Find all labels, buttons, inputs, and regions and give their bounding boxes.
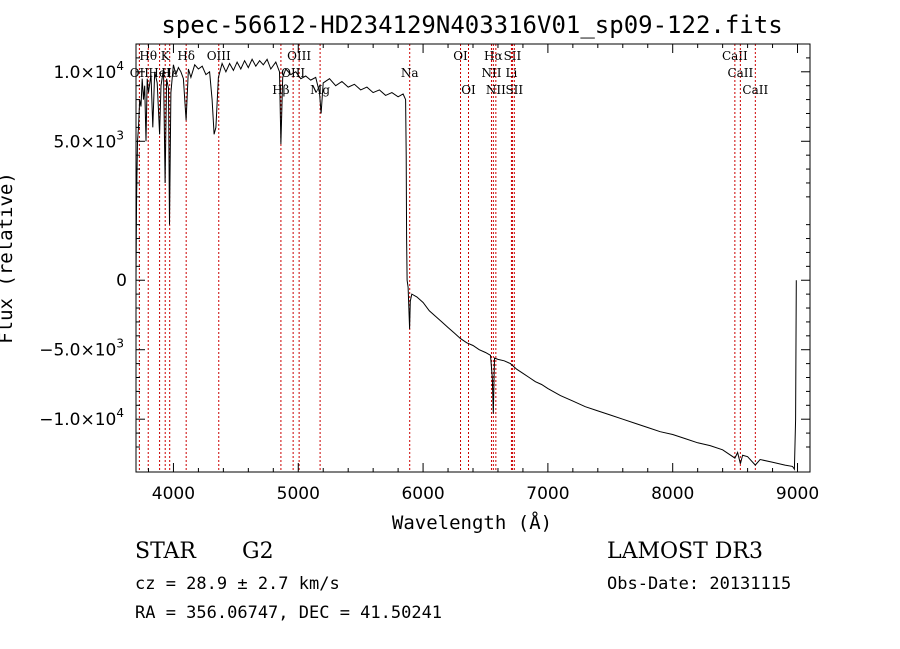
y-tick-label-0: −1.0×104 (39, 406, 124, 430)
y-tick-label-5: 1.5×104 (53, 0, 124, 5)
line-label-15: SII (504, 49, 522, 63)
y-tick-mantissa-1: −5.0×10 (39, 341, 116, 361)
y-tick-exponent-4: 4 (116, 59, 124, 73)
y-tick-mantissa-2: 0 (116, 271, 127, 291)
series-line-0 (135, 58, 797, 471)
chart-title: spec-56612-HD234129N403316V01_sp09-122.f… (161, 11, 782, 39)
x-tick-label-4: 8000 (651, 484, 694, 504)
subclass-label: G2 (242, 539, 274, 564)
line-label-19: SII (505, 83, 523, 97)
line-label-18: NII (486, 83, 506, 97)
x-tick-label-2: 6000 (401, 484, 444, 504)
y-tick-mantissa-4: 1.0×10 (53, 63, 116, 83)
x-axis-label: Wavelength (Å) (392, 511, 552, 534)
line-label-7: OIII (287, 49, 311, 63)
y-tick-exponent-0: 4 (116, 406, 124, 420)
y-tick-label-3: 5.0×103 (53, 128, 124, 152)
line-label-11: Na (401, 66, 419, 80)
y-tick-label-4: 1.0×104 (53, 59, 124, 83)
line-label-22: CaII (742, 83, 768, 97)
line-label-1: K (161, 49, 171, 63)
line-label-10: Mg (310, 83, 330, 97)
line-label-20: CaII (722, 49, 748, 63)
survey-label: LAMOST DR3 (607, 539, 763, 564)
x-axis: 4000 5000 6000 7000 8000 9000 (147, 44, 819, 504)
y-tick-mantissa-5: 1.5×10 (53, 0, 116, 5)
line-label-6: OIII (207, 49, 231, 63)
line-label-0: Hθ (139, 49, 157, 63)
redshift-text: cz = 28.9 ± 2.7 km/s (135, 574, 340, 594)
y-tick-label-1: −5.0×103 (39, 337, 124, 361)
x-tick-label-1: 5000 (277, 484, 320, 504)
x-tick-label-0: 4000 (152, 484, 195, 504)
y-tick-label-2: 0 (116, 271, 127, 291)
y-tick-exponent-3: 3 (116, 128, 124, 142)
line-label-17: Li (506, 66, 518, 80)
obs-date-text: Obs-Date: 20131115 (607, 574, 792, 594)
x-tick-label-3: 7000 (526, 484, 569, 504)
line-label-14: Hα (484, 49, 503, 63)
y-axis-label: Flux (relative) (0, 172, 17, 344)
line-label-5: Hε (161, 66, 178, 80)
y-tick-exponent-1: 3 (116, 337, 124, 351)
line-label-13: OI (461, 83, 476, 97)
plot-frame (135, 43, 811, 473)
line-label-16: NII (481, 66, 501, 80)
line-label-9: Hβ (272, 83, 289, 97)
ra-dec-text: RA = 356.06747, DEC = 41.50241 (135, 603, 443, 623)
y-tick-mantissa-3: 5.0×10 (53, 132, 116, 152)
line-label-2: Hδ (177, 49, 195, 63)
class-label: STAR (135, 539, 196, 564)
x-tick-label-5: 9000 (776, 484, 819, 504)
line-label-3: OII (130, 66, 150, 80)
series-layer (135, 58, 797, 471)
y-tick-mantissa-0: −1.0×10 (39, 410, 116, 430)
line-label-12: OI (453, 49, 468, 63)
line-label-21: CaII (727, 66, 753, 80)
